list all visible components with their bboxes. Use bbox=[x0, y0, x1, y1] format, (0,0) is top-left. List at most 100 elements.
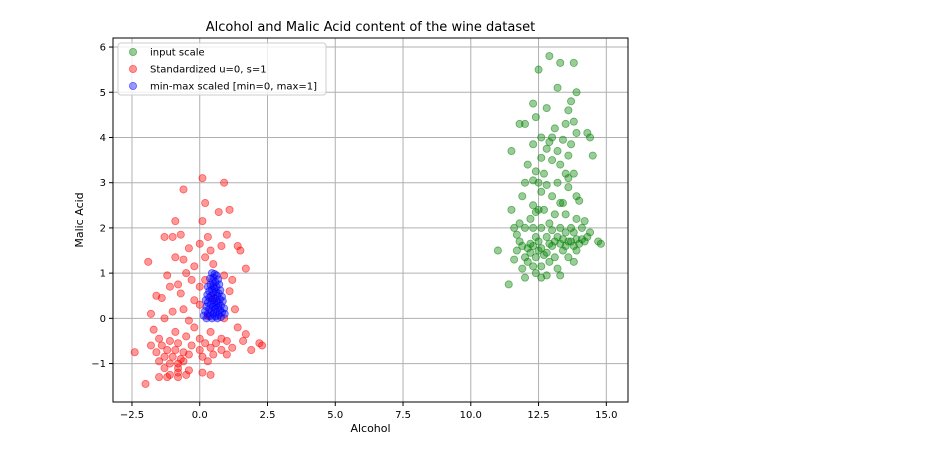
data-point bbox=[165, 336, 174, 345]
data-point bbox=[531, 167, 540, 176]
data-point bbox=[214, 208, 223, 217]
data-point bbox=[174, 373, 183, 382]
data-point bbox=[583, 232, 592, 241]
data-point bbox=[222, 336, 231, 345]
data-point bbox=[564, 183, 573, 192]
data-point bbox=[569, 117, 578, 126]
data-point bbox=[195, 282, 204, 291]
data-point bbox=[545, 52, 554, 61]
data-point bbox=[523, 257, 532, 266]
data-point bbox=[569, 241, 578, 250]
data-point bbox=[558, 135, 567, 144]
data-point bbox=[510, 255, 519, 264]
data-point bbox=[184, 366, 193, 375]
data-point bbox=[201, 339, 210, 348]
data-point bbox=[529, 140, 538, 149]
data-point bbox=[182, 370, 191, 379]
data-point bbox=[586, 228, 595, 237]
y-tick-label: 6 bbox=[100, 43, 106, 54]
data-point bbox=[534, 246, 543, 255]
data-point bbox=[553, 264, 562, 273]
data-point bbox=[529, 223, 538, 232]
data-point bbox=[550, 124, 559, 133]
data-point bbox=[241, 264, 250, 273]
y-axis-ticks: −1 0 1 2 3 4 5 6 bbox=[91, 43, 113, 370]
data-point bbox=[561, 241, 570, 250]
data-point bbox=[152, 348, 161, 357]
y-tick-label: 1 bbox=[100, 269, 106, 280]
data-point bbox=[596, 239, 605, 248]
data-point bbox=[512, 246, 521, 255]
y-tick-label: 3 bbox=[100, 178, 106, 189]
data-point bbox=[564, 151, 573, 160]
data-point bbox=[190, 323, 199, 332]
data-point bbox=[187, 341, 196, 350]
data-point bbox=[149, 325, 158, 334]
data-point bbox=[179, 305, 188, 314]
data-point bbox=[572, 246, 581, 255]
data-point bbox=[529, 262, 538, 271]
data-point bbox=[564, 106, 573, 115]
data-point bbox=[572, 214, 581, 223]
data-point bbox=[561, 228, 570, 237]
data-point bbox=[217, 241, 226, 250]
data-point bbox=[564, 174, 573, 183]
data-point bbox=[209, 350, 218, 359]
data-point bbox=[144, 257, 153, 266]
data-point bbox=[160, 364, 169, 373]
data-point bbox=[567, 97, 576, 106]
data-point bbox=[171, 253, 180, 262]
x-axis-ticks: −2.5 0.0 2.5 5.0 7.5 10.0 12.5 15.0 bbox=[120, 402, 617, 421]
data-point bbox=[171, 217, 180, 226]
data-point bbox=[130, 348, 139, 357]
data-point bbox=[201, 199, 210, 208]
data-point bbox=[545, 219, 554, 228]
data-point bbox=[203, 357, 212, 366]
data-point bbox=[195, 334, 204, 343]
x-tick-label: 5.0 bbox=[327, 410, 343, 421]
data-point bbox=[184, 350, 193, 359]
data-point bbox=[521, 178, 530, 187]
y-axis-label: Malic Acid bbox=[73, 192, 86, 247]
x-tick-label: 7.5 bbox=[395, 410, 411, 421]
data-point bbox=[168, 307, 177, 316]
data-point bbox=[165, 282, 174, 291]
data-point bbox=[228, 343, 237, 352]
data-point bbox=[518, 192, 527, 201]
data-point bbox=[255, 339, 264, 348]
data-point bbox=[531, 113, 540, 122]
x-tick-label: 2.5 bbox=[260, 410, 276, 421]
data-point bbox=[225, 287, 234, 296]
data-point bbox=[556, 199, 565, 208]
data-point bbox=[201, 253, 210, 262]
data-point bbox=[556, 58, 565, 67]
data-point bbox=[209, 260, 218, 269]
data-point bbox=[580, 237, 589, 246]
data-point bbox=[537, 262, 546, 271]
data-point bbox=[171, 345, 180, 354]
data-point bbox=[141, 379, 150, 388]
data-point bbox=[561, 169, 570, 178]
legend-label: min-max scaled [min=0, max=1] bbox=[150, 82, 317, 93]
data-point bbox=[174, 280, 183, 289]
data-point bbox=[531, 232, 540, 241]
x-tick-label: −2.5 bbox=[120, 410, 144, 421]
data-point bbox=[179, 357, 188, 366]
data-point bbox=[548, 226, 557, 235]
data-point bbox=[567, 140, 576, 149]
data-point bbox=[515, 119, 524, 128]
data-point bbox=[171, 327, 180, 336]
data-point bbox=[160, 314, 169, 323]
data-point bbox=[190, 296, 199, 305]
data-point bbox=[247, 345, 256, 354]
y-tick-label: 0 bbox=[100, 314, 106, 325]
data-point bbox=[539, 205, 548, 214]
data-point bbox=[521, 223, 530, 232]
data-point bbox=[187, 275, 196, 284]
data-point bbox=[157, 341, 166, 350]
data-point bbox=[521, 273, 530, 282]
data-point bbox=[521, 119, 530, 128]
data-point bbox=[534, 65, 543, 74]
data-point bbox=[515, 237, 524, 246]
